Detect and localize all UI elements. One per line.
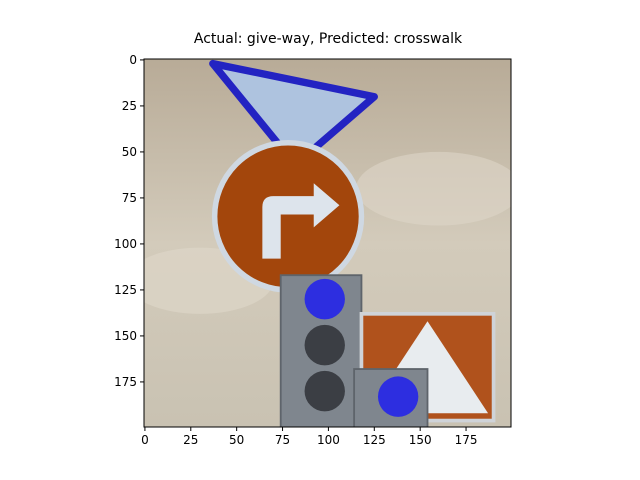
y-tick-label: 100 <box>114 237 137 251</box>
image <box>144 59 511 427</box>
y-tick-label: 75 <box>122 191 137 205</box>
y-tick-label: 25 <box>122 99 137 113</box>
x-tick-label: 100 <box>317 433 340 447</box>
y-tick-label: 50 <box>122 145 137 159</box>
x-tick-label: 25 <box>183 433 198 447</box>
x-tick-label: 150 <box>409 433 432 447</box>
y-tick-label: 0 <box>129 53 137 67</box>
chart-title: Actual: give-way, Predicted: crosswalk <box>194 31 463 47</box>
axes-frame <box>143 58 512 428</box>
y-tick-label: 175 <box>114 375 137 389</box>
x-tick-label: 175 <box>455 433 478 447</box>
x-tick-label: 50 <box>229 433 244 447</box>
x-tick-label: 75 <box>275 433 290 447</box>
y-tick-label: 150 <box>114 329 137 343</box>
x-tick-label: 0 <box>141 433 149 447</box>
x-tick-label: 125 <box>363 433 386 447</box>
y-tick-label: 125 <box>114 283 137 297</box>
